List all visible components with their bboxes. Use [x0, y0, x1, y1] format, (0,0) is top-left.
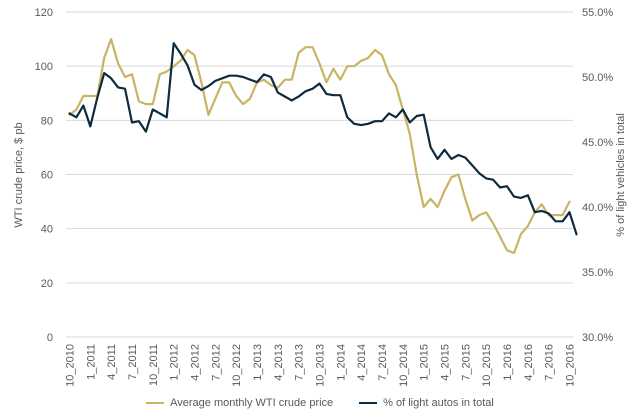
legend-label-light-autos: % of light autos in total [383, 397, 494, 409]
x-tick-label: 4_2015 [440, 344, 452, 381]
x-tick-label: 1_2013 [252, 344, 264, 381]
y2-axis-title: % of light vehicles in total [615, 113, 627, 237]
x-tick-label: 10_2016 [565, 344, 577, 387]
x-tick-label: 1_2016 [502, 344, 514, 381]
y2-tick-label: 40.0% [582, 202, 613, 214]
y-tick-label: 120 [35, 7, 53, 19]
x-tick-label: 7_2015 [460, 344, 472, 381]
x-tick-label: 4_2013 [273, 344, 285, 381]
x-tick-label: 10_2013 [315, 344, 327, 387]
x-tick-label: 1_2011 [85, 344, 97, 380]
legend: Average monthly WTI crude price % of lig… [0, 393, 640, 413]
x-tick-label: 10_2011 [148, 344, 160, 386]
y-tick-label: 100 [35, 61, 53, 73]
legend-swatch-wti [146, 402, 165, 404]
legend-label-wti: Average monthly WTI crude price [170, 397, 334, 409]
x-tick-label: 4_2014 [356, 344, 368, 381]
x-tick-label: 10_2010 [64, 344, 76, 387]
y-tick-label: 80 [41, 115, 53, 127]
series-line-light-autos-share [68, 42, 578, 236]
y2-tick-label: 55.0% [582, 7, 613, 19]
x-tick-label: 7_2013 [294, 344, 306, 381]
legend-item-wti: Average monthly WTI crude price [146, 397, 333, 409]
y2-tick-label: 50.0% [582, 72, 613, 84]
x-tick-label: 4_2016 [523, 344, 535, 381]
legend-item-light-autos: % of light autos in total [359, 397, 494, 409]
x-tick-label: 10_2014 [398, 344, 410, 387]
y-tick-label: 0 [47, 332, 53, 344]
x-tick-label: 1_2012 [169, 344, 181, 381]
x-tick-label: 10_2012 [231, 344, 243, 387]
y-axis-title: WTI crude price, $ pb [13, 122, 25, 227]
x-tick-label: 1_2015 [419, 344, 431, 381]
series-lines [68, 37, 578, 255]
x-tick-label: 10_2015 [481, 344, 493, 387]
x-tick-label: 7_2016 [544, 344, 556, 381]
x-axis-ticks: 10_2010 1_2011 4_2011 7_2011 10_2011 1_2012 4_… [64, 344, 576, 387]
legend-swatch-light-autos [359, 402, 378, 404]
x-tick-label: 7_2012 [210, 344, 222, 381]
y2-tick-label: 30.0% [582, 332, 613, 344]
y-tick-label: 60 [41, 170, 53, 182]
y-tick-label: 40 [41, 224, 53, 236]
x-tick-label: 4_2011 [106, 344, 118, 380]
y-axis-ticks: 0 20 40 60 80 100 120 [35, 7, 53, 344]
y2-axis-ticks: 30.0% 35.0% 40.0% 45.0% 50.0% 55.0% [582, 7, 613, 344]
y2-tick-label: 45.0% [582, 137, 613, 149]
x-tick-label: 7_2014 [377, 344, 389, 381]
y2-tick-label: 35.0% [582, 267, 613, 279]
x-tick-label: 7_2011 [127, 344, 139, 380]
y-tick-label: 20 [41, 278, 53, 290]
x-tick-label: 4_2012 [189, 344, 201, 381]
series-line-wti-price [68, 37, 571, 255]
x-tick-label: 1_2014 [335, 344, 347, 381]
